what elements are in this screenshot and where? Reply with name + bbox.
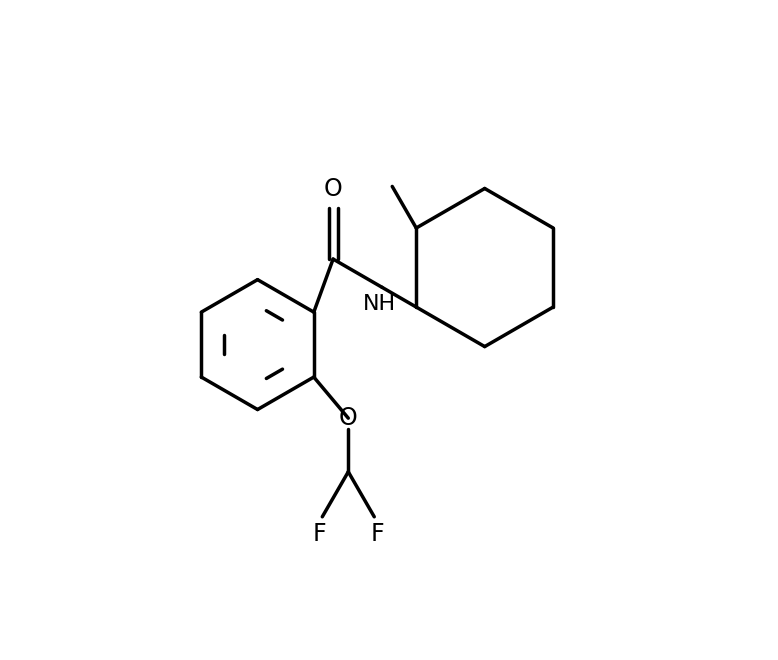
Text: F: F: [370, 523, 384, 546]
Text: O: O: [339, 406, 358, 430]
Text: NH: NH: [363, 294, 396, 314]
Text: F: F: [313, 523, 326, 546]
Text: O: O: [324, 177, 342, 201]
